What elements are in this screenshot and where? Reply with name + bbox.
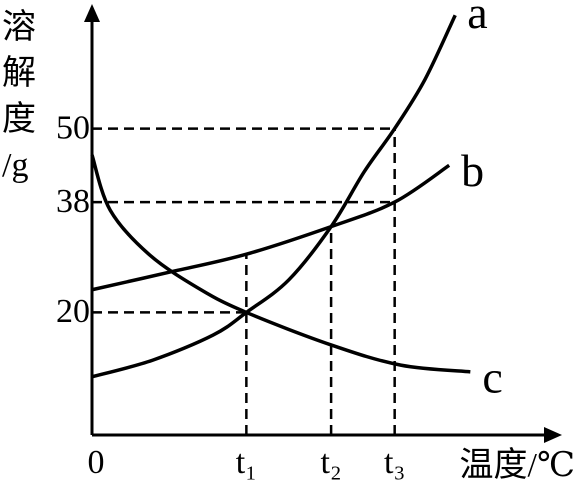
y-tick-label: 50 (56, 109, 90, 146)
series-label: c (482, 351, 502, 402)
curve (91, 163, 451, 292)
x-tick-label: t₁ (236, 444, 257, 481)
y-axis-label: 度 (2, 100, 36, 138)
x-tick-label: t₃ (384, 444, 405, 481)
y-tick-label: 20 (56, 293, 90, 330)
x-axis-arrow (544, 427, 562, 443)
series-label: b (461, 145, 484, 196)
x-tick-label: 0 (88, 444, 105, 481)
y-axis-label: 溶 (2, 8, 36, 46)
y-axis-label: /g (2, 147, 28, 184)
curve (91, 14, 457, 379)
x-axis-label: 温度/℃ (460, 446, 575, 484)
x-tick-label: t₂ (320, 444, 341, 481)
y-axis-label: 解 (2, 54, 36, 92)
curve (90, 154, 471, 374)
y-axis-arrow (84, 4, 100, 22)
y-tick-label: 38 (56, 183, 90, 220)
series-label: a (467, 0, 487, 38)
